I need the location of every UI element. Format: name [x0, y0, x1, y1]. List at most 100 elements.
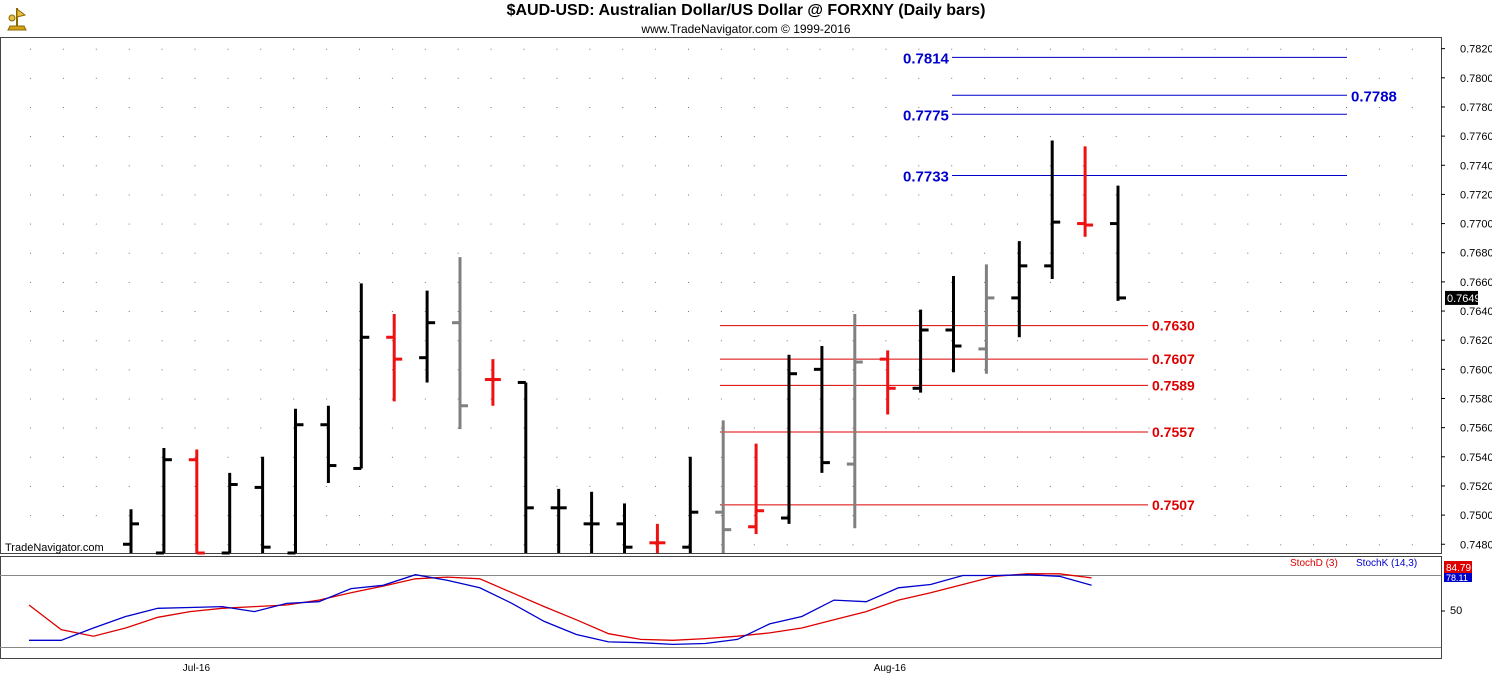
grid-dot	[1148, 456, 1150, 458]
grid-dot	[589, 398, 591, 400]
grid-dot	[457, 252, 459, 254]
grid-dot	[556, 369, 558, 371]
grid-dot	[589, 136, 591, 138]
grid-dot	[1411, 427, 1413, 429]
grid-dot	[1214, 77, 1216, 79]
grid-dot	[622, 252, 624, 254]
grid-dot	[885, 456, 887, 458]
grid-dot	[424, 223, 426, 225]
grid-dot	[1082, 515, 1084, 517]
y-tick-label: 0.7480	[1460, 539, 1492, 551]
grid-dot	[655, 136, 657, 138]
grid-dot	[556, 544, 558, 546]
grid-dot	[688, 165, 689, 167]
grid-dot	[852, 369, 854, 371]
grid-dot	[194, 223, 196, 225]
grid-dot	[30, 223, 31, 225]
y-tick-label: 0.7760	[1460, 131, 1492, 143]
grid-dot	[326, 398, 328, 400]
grid-dot	[819, 107, 821, 108]
grid-dot	[326, 544, 328, 546]
grid-dot	[30, 136, 31, 138]
grid-dot	[1247, 136, 1249, 138]
grid-dot	[556, 252, 558, 254]
chart-subtitle: www.TradeNavigator.com © 1999-2016	[641, 22, 851, 36]
grid-dot	[556, 165, 558, 167]
grid-dot	[1049, 485, 1051, 487]
grid-dot	[260, 107, 262, 108]
grid-dot	[161, 427, 163, 429]
grid-dot	[391, 48, 393, 50]
grid-dot	[523, 340, 525, 342]
resistance-label: 0.7733	[903, 168, 949, 185]
grid-dot	[490, 252, 492, 254]
ohlc-bar	[287, 408, 304, 555]
grid-dot	[227, 165, 229, 167]
grid-dot	[852, 311, 854, 312]
grid-dot	[62, 252, 64, 254]
grid-dot	[1181, 223, 1183, 225]
grid-dot	[819, 223, 821, 225]
grid-dot	[30, 311, 31, 312]
grid-dot	[391, 456, 393, 458]
grid-dot	[885, 77, 887, 79]
grid-dot	[1115, 48, 1117, 50]
grid-dot	[589, 252, 591, 254]
grid-dot	[523, 48, 525, 50]
grid-dot	[622, 427, 624, 429]
grid-dot	[457, 223, 459, 225]
grid-dot	[1378, 194, 1380, 196]
grid-dot	[359, 48, 360, 50]
grid-dot	[227, 456, 229, 458]
ohlc-bar	[320, 405, 337, 484]
grid-dot	[194, 515, 196, 517]
grid-dot	[260, 398, 262, 400]
grid-dot	[951, 485, 953, 487]
grid-dot	[951, 398, 953, 400]
grid-dot	[1346, 281, 1347, 283]
grid-dot	[227, 223, 229, 225]
grid-dot	[194, 340, 196, 342]
grid-dot	[523, 311, 525, 312]
grid-dot	[655, 427, 657, 429]
grid-dot	[490, 369, 492, 371]
grid-dot	[490, 136, 492, 138]
grid-dot	[194, 48, 196, 50]
grid-dot	[293, 136, 295, 138]
ohlc-bar	[945, 276, 962, 373]
grid-dot	[490, 194, 492, 196]
grid-dot	[424, 107, 426, 108]
grid-dot	[688, 311, 689, 312]
grid-dot	[227, 136, 229, 138]
y-tick-label: 0.7740	[1460, 160, 1492, 172]
grid-dot	[852, 165, 854, 167]
ohlc-bar	[353, 283, 370, 470]
grid-dot	[293, 107, 295, 108]
grid-dot	[424, 369, 426, 371]
grid-dot	[1049, 136, 1051, 138]
grid-dot	[951, 252, 953, 254]
last-price-label: 0.7649	[1447, 293, 1481, 305]
grid-dot	[30, 398, 31, 400]
grid-dot	[1082, 107, 1084, 108]
grid-dot	[391, 485, 393, 487]
grid-dot	[1148, 48, 1150, 50]
grid-dot	[556, 485, 558, 487]
grid-dot	[1082, 165, 1084, 167]
grid-dot	[1313, 369, 1315, 371]
grid-dot	[1115, 136, 1117, 138]
grid-dot	[1411, 77, 1413, 79]
grid-dot	[918, 515, 920, 517]
grid-dot	[30, 369, 31, 371]
grid-dot	[688, 77, 689, 79]
grid-dot	[589, 165, 591, 167]
grid-dot	[194, 544, 196, 546]
grid-dot	[720, 77, 722, 79]
grid-dot	[786, 107, 788, 108]
grid-dot	[1017, 427, 1018, 429]
grid-dot	[1214, 48, 1216, 50]
grid-dot	[194, 398, 196, 400]
support-label: 0.7507	[1152, 497, 1195, 513]
grid-dot	[391, 544, 393, 546]
grid-dot	[490, 398, 492, 400]
